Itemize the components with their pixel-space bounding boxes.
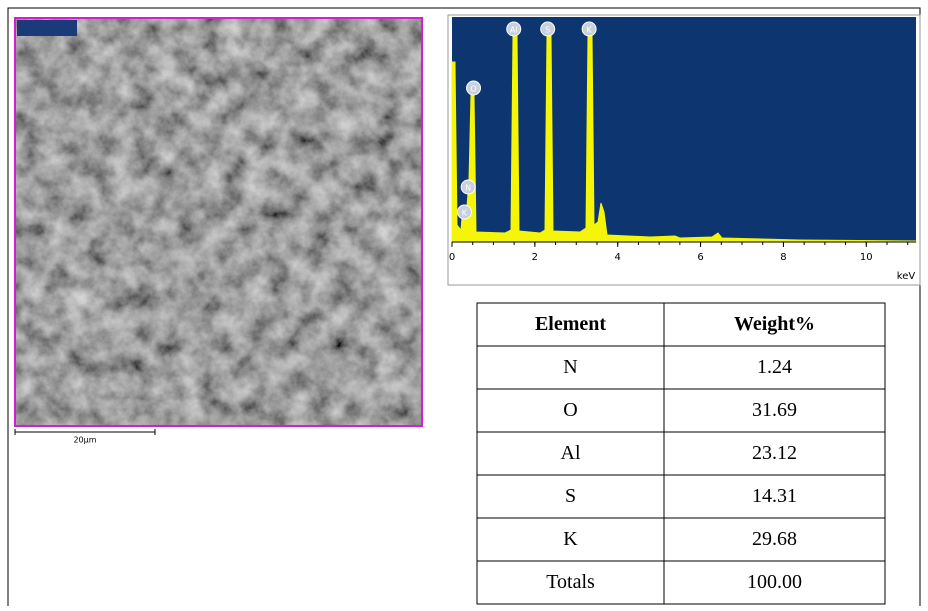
table-cell: 14.31 <box>752 485 797 507</box>
table: Element Weight% N 1.24 O 31.69 Al 23.12 S 14.31 K 2… <box>477 303 885 604</box>
table-cell: 29.68 <box>752 528 797 550</box>
peak-label-text: O <box>470 85 476 94</box>
header-cell: Element <box>535 313 606 335</box>
table-cell: 100.00 <box>747 571 802 593</box>
sem-image <box>15 18 422 426</box>
x-axis-label: keV <box>897 271 916 282</box>
x-tick-label: 4 <box>615 252 621 263</box>
peak-label: S <box>541 22 555 36</box>
peak-label: N <box>461 180 475 194</box>
x-tick-label: 10 <box>860 252 873 263</box>
peak-label: Al <box>507 22 521 36</box>
x-tick-label: 8 <box>780 252 786 263</box>
peak-label-text: K <box>462 209 468 218</box>
x-tick-label: 6 <box>697 252 703 263</box>
spectrum-plot <box>452 17 916 242</box>
table-cell: K <box>563 528 578 550</box>
peak-label-text: Al <box>510 26 518 35</box>
peak-label-text: N <box>465 184 471 193</box>
peak-label: O <box>467 81 481 95</box>
peak-label-text: K <box>587 26 593 35</box>
table-border <box>477 303 885 604</box>
spectrum: 0 2 4 6 8 10 keV O N K Al S K <box>448 15 920 285</box>
table-cell: S <box>565 485 576 507</box>
scale-label: 20µm <box>73 436 96 445</box>
table-cell: O <box>563 399 577 421</box>
peak-label-text: S <box>545 26 550 35</box>
table-cell: N <box>563 356 577 378</box>
x-tick-label: 0 <box>449 252 455 263</box>
figure: 20µm 0246810keVONKAlSK ElementWeight%N1.… <box>0 0 928 606</box>
table-cell: Al <box>561 442 581 464</box>
table-cell: Totals <box>546 571 595 593</box>
peak-label: K <box>457 205 471 219</box>
table-cell: 31.69 <box>752 399 797 421</box>
peak-label: K <box>582 22 596 36</box>
table-cell: 1.24 <box>757 356 792 378</box>
x-tick-label: 2 <box>532 252 538 263</box>
table-cell: 23.12 <box>752 442 797 464</box>
header-cell: Weight% <box>734 313 815 335</box>
scale-bar: 20µm <box>15 429 155 445</box>
